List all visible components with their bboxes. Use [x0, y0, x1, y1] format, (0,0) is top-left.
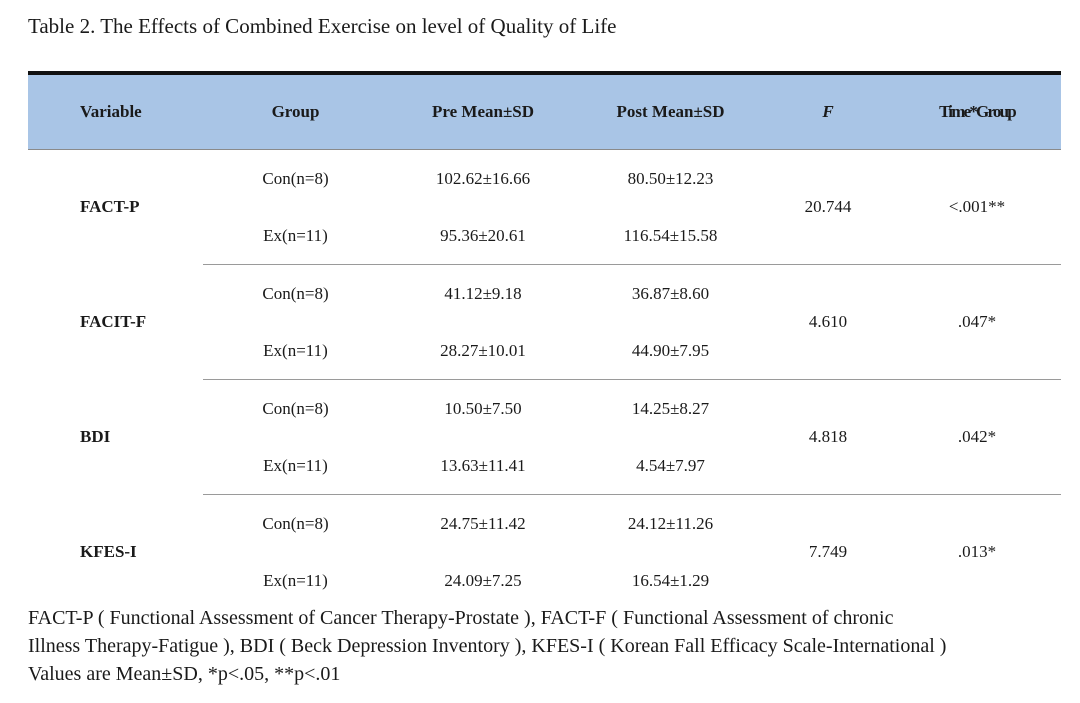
post-cell: 14.25±8.27	[631, 398, 710, 418]
f-cell: 7.749	[808, 542, 848, 561]
table-row: Ex(n=11) 13.63±11.41 4.54±7.97	[28, 437, 1061, 495]
pre-cell: 24.75±11.42	[440, 513, 526, 533]
top-rule	[28, 71, 1061, 75]
header-group: Group	[203, 75, 388, 150]
table-footnote: FACT-P ( Functional Assessment of Cancer…	[28, 604, 1062, 688]
group-cell: Ex(n=11)	[263, 570, 328, 590]
table-row: Ex(n=11) 95.36±20.61 116.54±15.58	[28, 207, 1061, 265]
group-cell: Con(n=8)	[262, 398, 329, 418]
table-row: Ex(n=11) 24.09±7.25 16.54±1.29	[28, 552, 1061, 609]
pre-cell: 13.63±11.41	[388, 437, 578, 495]
table-row: FACIT-F Con(n=8) 41.12±9.18 36.87±8.60 4…	[28, 264, 1061, 380]
table-body: FACT-P Con(n=8) 102.62±16.66 80.50±12.23…	[28, 149, 1061, 610]
variable-cell: FACIT-F	[80, 312, 147, 331]
pre-cell: 28.27±10.01	[388, 322, 578, 380]
table-header: Variable Group Pre Mean±SD Post Mean±SD …	[28, 75, 1061, 150]
footnote-line: Illness Therapy-Fatigue ), BDI ( Beck De…	[28, 635, 947, 657]
results-table: Variable Group Pre Mean±SD Post Mean±SD …	[28, 75, 1061, 609]
post-cell: 24.12±11.26	[627, 513, 714, 533]
post-cell: 36.87±8.60	[631, 283, 710, 303]
group-cell: Ex(n=11)	[203, 207, 388, 265]
header-variable: Variable	[28, 75, 203, 150]
header-pre: Pre Mean±SD	[388, 75, 578, 150]
p-cell: .047*	[893, 264, 1061, 380]
p-cell: <.001**	[893, 149, 1061, 265]
footnote-line: Values are Mean±SD, *p<.05, **p<.01	[28, 663, 341, 685]
pre-cell: 102.62±16.66	[435, 168, 531, 188]
table-row: BDI Con(n=8) 10.50±7.50 14.25±8.27 4.818…	[28, 379, 1061, 495]
table-row: KFES-I Con(n=8) 24.75±11.42 24.12±11.26 …	[28, 495, 1061, 562]
table-row: FACT-P Con(n=8) 102.62±16.66 80.50±12.23…	[28, 149, 1061, 265]
table-row: Ex(n=11) 28.27±10.01 44.90±7.95	[28, 322, 1061, 380]
group-cell: Ex(n=11)	[203, 437, 388, 495]
pre-cell: 10.50±7.50	[444, 398, 522, 418]
group-cell: Con(n=8)	[262, 283, 329, 303]
variable-cell: BDI	[80, 427, 111, 446]
group-cell: Con(n=8)	[262, 513, 329, 533]
header-row: Variable Group Pre Mean±SD Post Mean±SD …	[28, 75, 1061, 150]
variable-cell: KFES-I	[80, 541, 137, 561]
variable-cell: FACT-P	[80, 197, 140, 217]
pre-cell: 24.09±7.25	[444, 570, 522, 590]
post-cell: 44.90±7.95	[578, 322, 763, 380]
header-post: Post Mean±SD	[578, 75, 763, 150]
p-cell: .042*	[893, 379, 1061, 495]
post-cell: 116.54±15.58	[578, 207, 763, 265]
footnote-line: FACT-P ( Functional Assessment of Cancer…	[28, 607, 894, 629]
post-cell: 4.54±7.97	[578, 437, 763, 495]
group-cell: Con(n=8)	[262, 168, 329, 188]
group-cell: Ex(n=11)	[203, 322, 388, 380]
table-title: Table 2. The Effects of Combined Exercis…	[28, 14, 617, 38]
pre-cell: 41.12±9.18	[444, 283, 522, 303]
p-cell: .013*	[957, 542, 997, 561]
f-cell: 4.610	[763, 264, 893, 380]
header-f: F	[763, 75, 893, 150]
f-cell: 4.818	[763, 379, 893, 495]
f-cell: 20.744	[763, 149, 893, 265]
post-cell: 80.50±12.23	[627, 168, 714, 188]
post-cell: 16.54±1.29	[631, 570, 710, 590]
pre-cell: 95.36±20.61	[388, 207, 578, 265]
data-table-container: Variable Group Pre Mean±SD Post Mean±SD …	[28, 71, 1061, 609]
header-time-group: Time*Group	[893, 75, 1061, 150]
